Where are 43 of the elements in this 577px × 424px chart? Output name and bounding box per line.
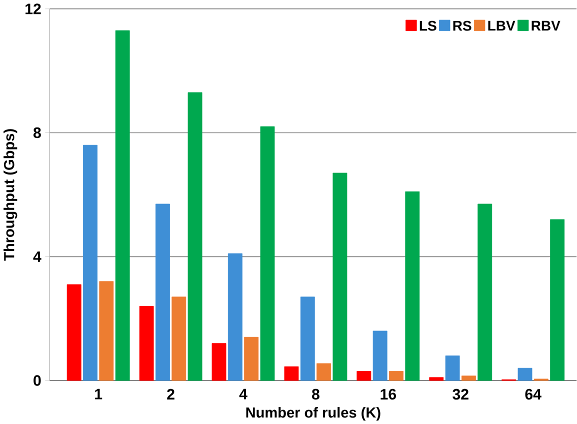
bar: [356, 370, 372, 381]
legend-label: RS: [453, 20, 472, 31]
legend-label: LBV: [488, 20, 516, 30]
bar: [550, 219, 565, 381]
bar: [478, 204, 492, 381]
x-tick-label: 32: [452, 388, 468, 400]
x-tick-label: 4: [239, 388, 248, 400]
bar: [316, 363, 332, 381]
x-tick-label: 1: [95, 388, 102, 400]
bar: [260, 126, 275, 381]
bar: [372, 330, 388, 381]
bar: [83, 144, 98, 381]
x-tick-label: 16: [380, 388, 396, 400]
bar: [332, 172, 348, 381]
y-tick-label: 4: [33, 251, 42, 262]
y-tick-label: 0: [34, 375, 41, 386]
bar: [188, 92, 202, 381]
bar: [212, 343, 226, 381]
bar: [300, 296, 315, 381]
y-axis-title: Throughput (Gbps): [4, 129, 18, 261]
bar: [445, 355, 460, 381]
bar: [518, 368, 532, 381]
bar: [389, 370, 404, 381]
x-axis-title: Number of rules (K): [246, 406, 380, 420]
x-tick-label: 8: [312, 388, 320, 400]
bar: [284, 366, 299, 381]
bar: [155, 204, 170, 381]
x-tick-label: 64: [525, 388, 542, 400]
bar: [139, 306, 154, 381]
legend-label: LS: [420, 20, 436, 31]
bar: [172, 296, 186, 381]
bar: [228, 253, 242, 381]
bar: [461, 376, 476, 381]
bar: [99, 281, 114, 381]
bar: [244, 336, 259, 381]
bar: [115, 30, 130, 381]
x-tick-label: 2: [167, 388, 174, 400]
bar: [429, 377, 444, 381]
bar: [405, 191, 420, 381]
y-tick-label: 8: [33, 127, 41, 138]
legend-label: RBV: [532, 20, 560, 30]
bar: [66, 284, 82, 381]
y-tick-label: 12: [26, 4, 41, 14]
